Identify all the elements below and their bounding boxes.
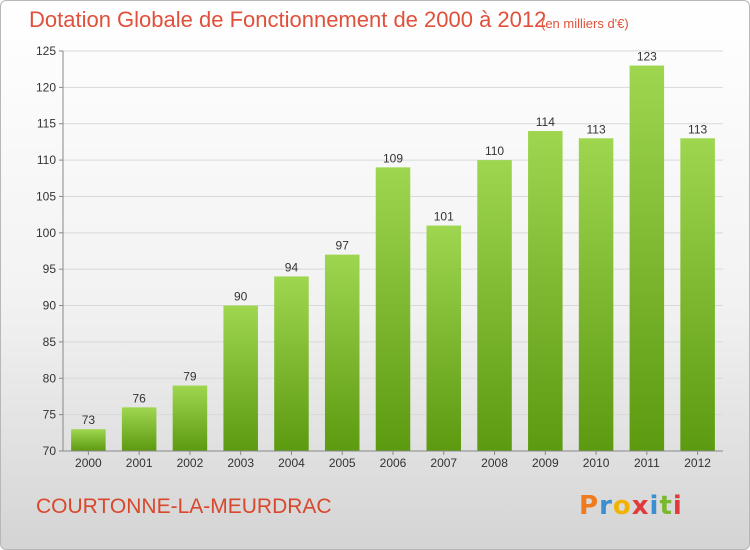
y-tick-label: 85 (43, 335, 57, 349)
data-label-2002: 79 (183, 370, 197, 384)
data-label-2006: 109 (383, 151, 403, 165)
bar-2007 (426, 225, 462, 451)
x-tick-label-2011: 2011 (634, 456, 660, 470)
x-tick-label-2009: 2009 (532, 456, 559, 470)
bar-2008 (477, 160, 512, 451)
bars (71, 65, 715, 452)
data-label-2003: 90 (234, 290, 248, 304)
logo-letter: P (579, 491, 600, 521)
y-tick-label: 120 (36, 80, 56, 94)
bar-2005 (324, 254, 360, 451)
data-labels: 73 76 79 90 94 97 109 101 110 114 113 123 113 (82, 50, 708, 428)
y-tick-label: 110 (37, 153, 56, 167)
data-label-2008: 110 (485, 144, 504, 158)
data-label-2007: 101 (434, 210, 454, 224)
logo-letter: r (599, 491, 613, 521)
data-label-2005: 97 (336, 239, 350, 253)
bar-2002 (172, 385, 208, 451)
x-tick-label-2008: 2008 (481, 456, 508, 470)
y-tick-label: 80 (43, 371, 57, 385)
x-tick-label-2001: 2001 (126, 456, 153, 470)
x-tick-label-2010: 2010 (583, 456, 610, 470)
bar-2009 (528, 131, 563, 451)
bar-2000 (71, 429, 106, 451)
proxiti-logo: Proxiti (579, 491, 683, 521)
y-tick-label: 90 (43, 299, 57, 313)
x-tick-label-2007: 2007 (430, 456, 457, 470)
y-tick-label: 115 (37, 117, 56, 131)
bar-2006 (375, 167, 411, 451)
x-tick-label-2012: 2012 (684, 456, 711, 470)
y-tick-label: 125 (36, 44, 56, 58)
logo-letter: i (672, 491, 683, 521)
data-label-2004: 94 (285, 260, 299, 274)
data-label-2011: 123 (637, 50, 657, 64)
logo-letter: i (649, 491, 660, 521)
bar-2012 (680, 138, 715, 452)
x-tick-label-2003: 2003 (227, 456, 254, 470)
commune-name: COURTONNE-LA-MEURDRAC (36, 495, 332, 518)
logo-letter: x (631, 491, 650, 521)
logo-letter: o (612, 491, 632, 521)
data-label-2000: 73 (82, 413, 96, 427)
x-tick-label-2006: 2006 (380, 456, 407, 470)
axes: 70 75 80 85 90 95 100 105 110 115 120 125 2000 2001 20… (36, 44, 723, 470)
bar-2011 (629, 65, 665, 451)
y-tick-label: 70 (43, 444, 57, 458)
y-tick-label: 75 (43, 408, 57, 422)
x-tick-label-2004: 2004 (278, 456, 305, 470)
x-tick-label-2000: 2000 (75, 456, 102, 470)
chart-subtitle: (en milliers d'€) (541, 16, 629, 31)
data-label-2012: 113 (688, 122, 707, 136)
y-tick-label: 105 (36, 189, 56, 203)
logo-letter: t (659, 491, 673, 521)
data-label-2010: 113 (587, 122, 606, 136)
y-tick-label: 95 (43, 262, 57, 276)
chart-title: Dotation Globale de Fonctionnement de 20… (29, 7, 547, 32)
x-tick-label-2002: 2002 (177, 456, 204, 470)
bar-2004 (274, 276, 309, 451)
bar-2010 (578, 138, 614, 452)
bar-2001 (121, 407, 157, 451)
data-label-2001: 76 (132, 391, 146, 405)
x-tick-label-2005: 2005 (329, 456, 356, 470)
data-label-2009: 114 (536, 115, 555, 129)
y-tick-label: 100 (36, 226, 56, 240)
bar-2003 (223, 305, 258, 451)
